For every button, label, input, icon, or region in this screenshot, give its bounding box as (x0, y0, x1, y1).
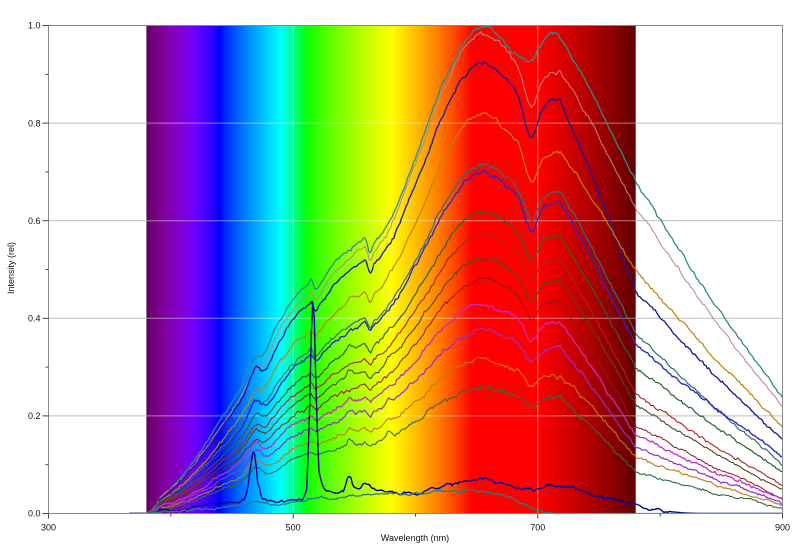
svg-text:500: 500 (286, 523, 301, 533)
svg-text:Intensity (rel): Intensity (rel) (6, 242, 16, 294)
svg-text:0.6: 0.6 (28, 216, 41, 226)
svg-text:0.8: 0.8 (28, 118, 41, 128)
svg-text:0.0: 0.0 (28, 509, 41, 519)
svg-text:0.2: 0.2 (28, 411, 41, 421)
svg-text:0.4: 0.4 (28, 314, 41, 324)
svg-text:900: 900 (775, 523, 790, 533)
svg-text:700: 700 (530, 523, 545, 533)
svg-text:300: 300 (41, 523, 56, 533)
svg-text:Wavelength (nm): Wavelength (nm) (381, 533, 449, 543)
svg-text:1.0: 1.0 (28, 21, 41, 31)
